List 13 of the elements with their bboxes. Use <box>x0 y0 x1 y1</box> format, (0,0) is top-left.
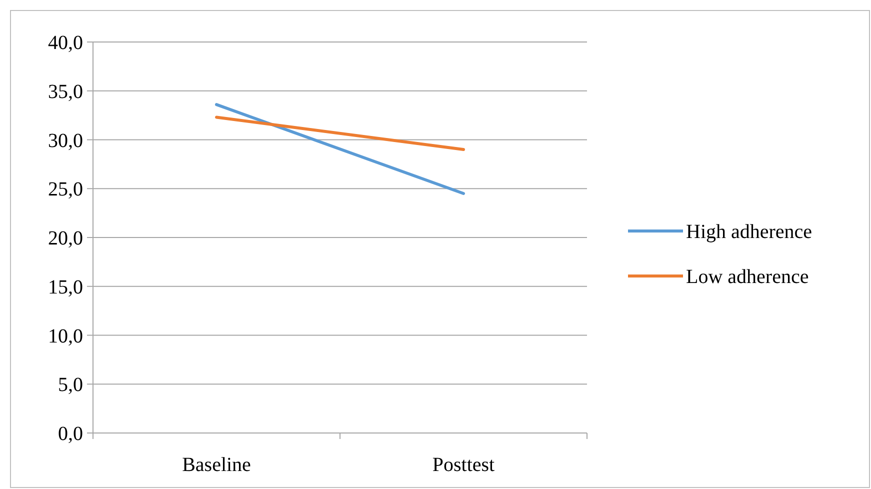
x-tick-label: Posttest <box>432 454 496 476</box>
y-tick-label: 30,0 <box>48 130 83 152</box>
y-tick-label: 10,0 <box>48 325 83 348</box>
y-tick-label: 0,0 <box>58 423 83 445</box>
y-tick-label: 15,0 <box>48 276 83 298</box>
y-tick-label: 5,0 <box>58 374 83 396</box>
x-tick-label: Baseline <box>182 454 252 476</box>
legend-label: Low adherence <box>686 266 809 288</box>
y-tick-label: 35,0 <box>48 80 83 103</box>
legend-label: High adherence <box>686 221 812 243</box>
y-tick-label: 25,0 <box>48 178 83 201</box>
y-tick-label: 20,0 <box>48 228 83 250</box>
y-tick-label: 40,0 <box>48 32 83 54</box>
